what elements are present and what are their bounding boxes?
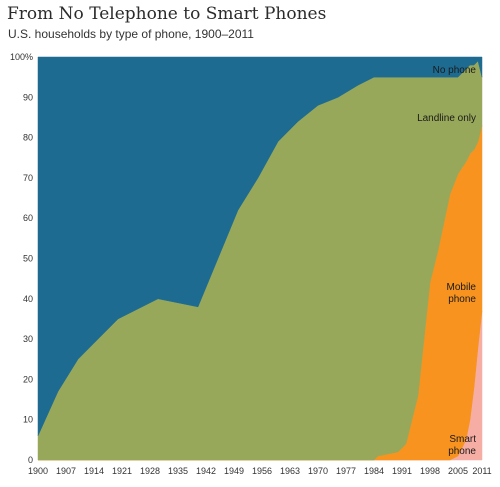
y-tick-label: 20 — [23, 374, 33, 384]
x-tick-label: 1956 — [252, 466, 272, 476]
y-tick-label: 90 — [23, 92, 33, 102]
x-tick-label: 1928 — [140, 466, 160, 476]
y-tick-label: 60 — [23, 213, 33, 223]
x-axis: 1900 1907 1914 1921 1928 1935 1942 1949 1956 1963… — [28, 466, 492, 476]
x-tick-label: 1977 — [336, 466, 356, 476]
x-tick-label: 1998 — [420, 466, 440, 476]
x-tick-label: 2011 — [472, 466, 491, 476]
x-tick-label: 1991 — [392, 466, 412, 476]
y-tick-label: 30 — [23, 334, 33, 344]
y-axis: 0 10 20 30 40 50 60 70 80 90 100% — [10, 52, 33, 465]
area-series-group — [37, 56, 483, 461]
series-label-no-phone: No phone — [433, 65, 477, 76]
y-tick-label: 70 — [23, 173, 33, 183]
y-tick-label: 40 — [23, 294, 33, 304]
x-tick-label: 1900 — [28, 466, 48, 476]
series-label-smart-phone: Smart phone — [448, 434, 476, 457]
series-label-landline-only: Landline only — [417, 113, 476, 124]
x-tick-label: 2005 — [448, 466, 468, 476]
y-tick-label: 0 — [28, 455, 33, 465]
x-tick-label: 1907 — [56, 466, 76, 476]
x-tick-label: 1963 — [280, 466, 300, 476]
x-tick-label: 1914 — [84, 466, 104, 476]
y-tick-label: 80 — [23, 133, 33, 143]
area-no-phone — [37, 56, 483, 436]
x-tick-label: 1949 — [224, 466, 244, 476]
x-tick-label: 1942 — [196, 466, 216, 476]
series-labels: No phone Landline only Mobile phone Smart pho… — [417, 65, 476, 457]
series-label-mobile-phone: Mobile phone — [447, 282, 477, 305]
x-tick-label: 1921 — [112, 466, 132, 476]
y-tick-label: 10 — [23, 415, 33, 425]
x-tick-label: 1935 — [168, 466, 188, 476]
chart-subtitle: U.S. households by type of phone, 1900–2… — [8, 27, 254, 41]
x-tick-label: 1984 — [364, 466, 384, 476]
x-tick-label: 1970 — [308, 466, 328, 476]
chart-title: From No Telephone to Smart Phones — [7, 4, 327, 24]
y-tick-label: 100% — [10, 52, 33, 62]
y-tick-label: 50 — [23, 254, 33, 264]
